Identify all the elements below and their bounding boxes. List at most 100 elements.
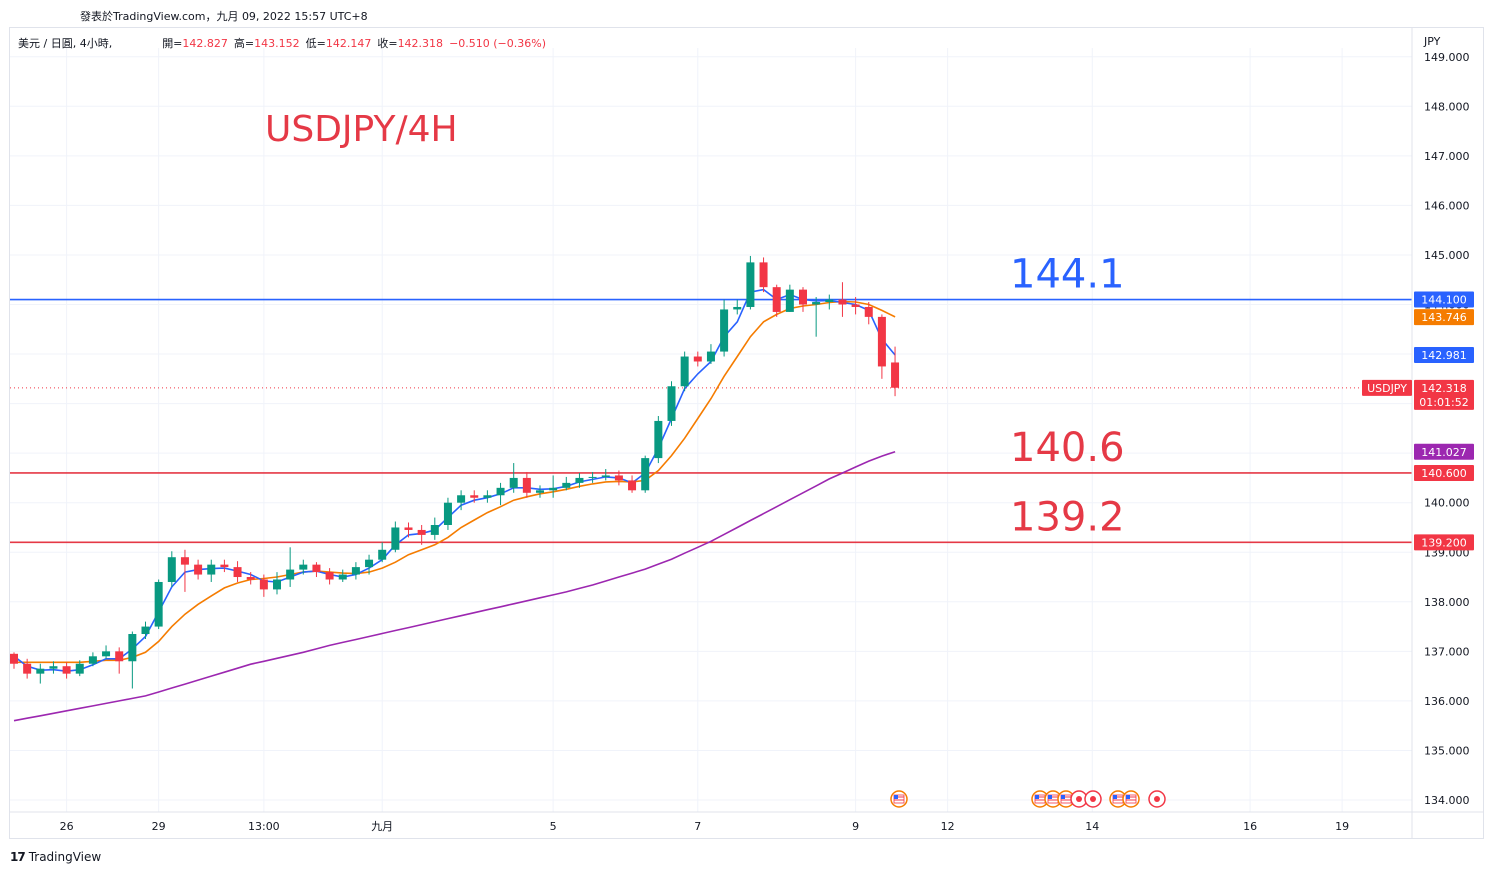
candle[interactable]	[167, 551, 176, 587]
economic-events[interactable]	[890, 790, 1166, 808]
high-label: 高=	[233, 37, 255, 50]
us-flag-event-icon[interactable]	[1044, 790, 1062, 808]
candle-body	[838, 299, 847, 305]
candle-body	[299, 564, 308, 570]
y-tick-label: 148.000	[1424, 100, 1470, 113]
y-tick-label: 140.000	[1424, 497, 1470, 510]
candle[interactable]	[759, 257, 768, 293]
candle[interactable]	[693, 351, 702, 367]
candle[interactable]	[641, 455, 650, 493]
candle[interactable]	[207, 559, 216, 582]
candle[interactable]	[325, 568, 334, 585]
candle[interactable]	[23, 658, 32, 679]
candle[interactable]	[233, 561, 242, 582]
candle[interactable]	[772, 284, 781, 317]
candle[interactable]	[430, 517, 439, 540]
candle[interactable]	[75, 660, 84, 677]
candle[interactable]	[365, 554, 374, 575]
x-tick-label: 19	[1335, 820, 1349, 833]
candle[interactable]	[338, 569, 347, 582]
candle[interactable]	[536, 485, 544, 498]
candle[interactable]	[825, 294, 834, 310]
candle[interactable]	[299, 559, 308, 575]
candle[interactable]	[115, 647, 124, 674]
candle[interactable]	[246, 572, 255, 585]
candle-body	[417, 529, 426, 535]
candle[interactable]	[36, 663, 45, 684]
candle[interactable]	[601, 469, 610, 481]
candle[interactable]	[351, 562, 360, 580]
candle[interactable]	[194, 559, 203, 580]
grid	[10, 48, 1412, 812]
candle[interactable]	[128, 631, 137, 689]
candle[interactable]	[273, 572, 281, 595]
candle[interactable]	[877, 314, 886, 379]
y-tick-label: 135.000	[1424, 744, 1470, 757]
candle[interactable]	[220, 559, 229, 573]
candle[interactable]	[154, 579, 163, 630]
candle[interactable]	[562, 476, 571, 491]
event-dot-icon[interactable]	[1148, 790, 1166, 808]
candle[interactable]	[667, 381, 676, 426]
candle-body	[167, 557, 176, 582]
candle[interactable]	[864, 302, 873, 325]
candle[interactable]	[575, 472, 584, 488]
candle[interactable]	[588, 471, 597, 483]
candle-body	[194, 564, 203, 575]
us-flag-event-icon[interactable]	[1122, 790, 1140, 808]
candle-body	[62, 666, 71, 674]
candle[interactable]	[10, 652, 18, 669]
candle-body	[75, 663, 84, 674]
symbol-label[interactable]: 美元 / 日圓, 4小時,	[18, 37, 113, 50]
candle[interactable]	[470, 490, 479, 503]
candle[interactable]	[746, 255, 755, 310]
candle[interactable]	[720, 299, 729, 357]
candle[interactable]	[680, 351, 689, 392]
candle[interactable]	[785, 284, 794, 312]
candle[interactable]	[49, 661, 58, 674]
candle[interactable]	[509, 463, 518, 493]
candle[interactable]	[654, 415, 663, 464]
tradingview-brand[interactable]: 17 TradingView	[10, 850, 101, 864]
event-dot-icon[interactable]	[1084, 790, 1102, 808]
candle[interactable]	[733, 299, 742, 315]
candle[interactable]	[522, 471, 531, 498]
candle[interactable]	[483, 490, 492, 503]
candles[interactable]	[10, 255, 900, 689]
candle[interactable]	[286, 547, 295, 587]
candle[interactable]	[259, 574, 268, 597]
candle[interactable]	[391, 521, 400, 553]
candle[interactable]	[496, 482, 505, 506]
candle-body	[220, 564, 229, 568]
candle[interactable]	[812, 297, 821, 337]
candle[interactable]	[851, 297, 860, 315]
candle[interactable]	[102, 645, 111, 659]
candle[interactable]	[457, 490, 466, 511]
us-flag-event-icon[interactable]	[890, 790, 908, 808]
candle[interactable]	[891, 346, 900, 397]
candle-body	[338, 574, 347, 580]
x-tick-label: 12	[941, 820, 955, 833]
candle-body	[864, 306, 873, 317]
candle[interactable]	[62, 662, 71, 679]
price-tag	[1414, 534, 1474, 551]
x-tick-label: 7	[694, 820, 701, 833]
candle[interactable]	[838, 282, 847, 317]
candle[interactable]	[312, 562, 321, 578]
candle-body	[115, 651, 124, 662]
candle[interactable]	[799, 287, 807, 312]
candle[interactable]	[443, 497, 452, 530]
candle-body	[693, 356, 702, 362]
candle[interactable]	[404, 522, 413, 538]
candle[interactable]	[706, 344, 715, 364]
candle[interactable]	[88, 652, 97, 667]
candle[interactable]	[141, 621, 150, 639]
candle[interactable]	[417, 524, 426, 545]
candle[interactable]	[549, 475, 558, 498]
candle[interactable]	[180, 549, 189, 592]
candle[interactable]	[614, 470, 623, 486]
candle[interactable]	[378, 542, 387, 563]
candle[interactable]	[628, 475, 637, 493]
horizontal-levels[interactable]: 144.1 140.6 139.2	[10, 252, 1412, 544]
